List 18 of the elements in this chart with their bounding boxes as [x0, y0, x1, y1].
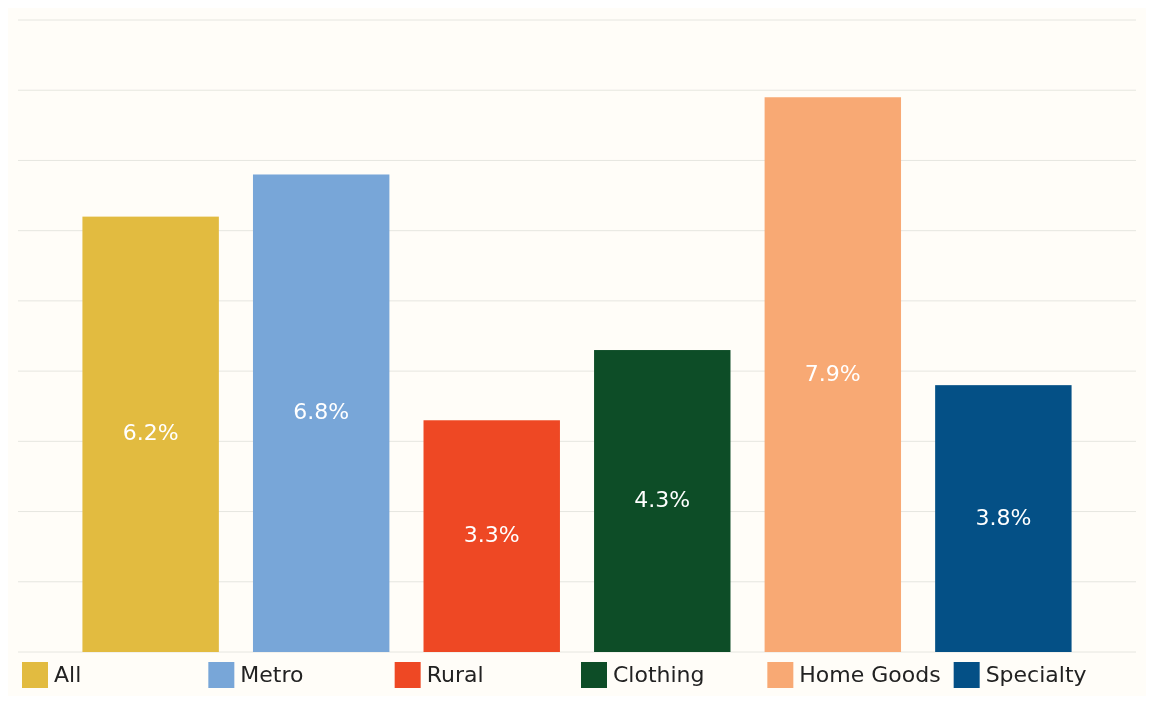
data-label: 3.3%: [463, 522, 520, 548]
legend-label: Rural: [426, 662, 484, 687]
data-label: 6.2%: [122, 420, 179, 446]
data-label: 3.8%: [975, 504, 1032, 530]
data-label: 7.9%: [804, 360, 861, 386]
bar: [423, 420, 560, 652]
legend-label: Metro: [240, 662, 304, 687]
bar: [82, 216, 219, 652]
data-label: 6.8%: [293, 399, 350, 425]
bar: [764, 97, 902, 652]
bar: [252, 174, 390, 652]
legend-label: Home Goods: [799, 662, 941, 687]
legend-label: All: [54, 662, 82, 687]
data-label: 4.3%: [634, 487, 691, 513]
bar: [594, 350, 731, 652]
legend-label: Clothing: [613, 662, 705, 687]
bar: [935, 385, 1072, 652]
legend-label: Specialty: [985, 662, 1087, 687]
